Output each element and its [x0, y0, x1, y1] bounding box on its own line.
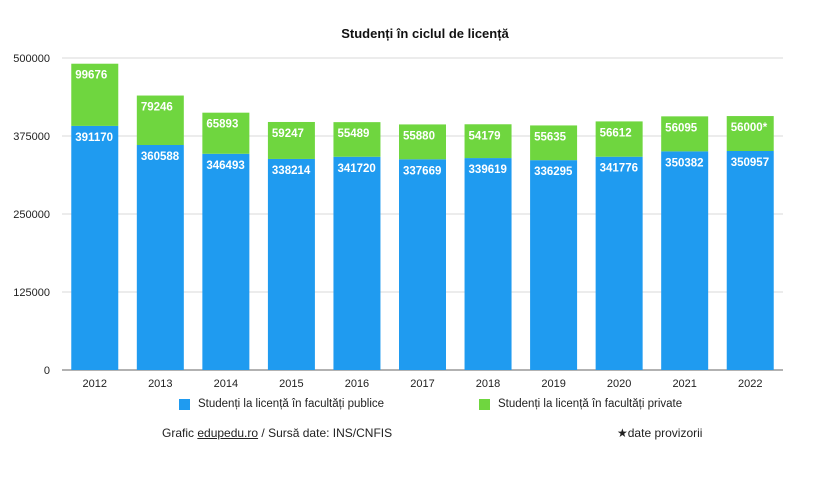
data-label: 337669 — [403, 165, 441, 177]
data-label: 339619 — [469, 164, 507, 176]
bar-segment — [136, 144, 184, 370]
bar-segment — [71, 63, 119, 126]
legend-label-private: Studenți la licență în facultăți private — [498, 398, 683, 410]
data-label: 56000* — [731, 122, 768, 134]
legend-private: Studenți la licență în facultăți private — [479, 398, 682, 410]
data-label: 54179 — [469, 130, 501, 142]
data-label: 56095 — [665, 122, 698, 134]
data-label: 341776 — [600, 163, 638, 175]
bar-segment — [661, 151, 709, 370]
bars: 391170 99676 360588 79246 346493 65893 338214 5… — [71, 63, 774, 371]
legend-label-public: Studenți la licență în facultăți publice — [198, 398, 385, 410]
data-label: 56612 — [600, 127, 632, 139]
data-label: 341720 — [337, 163, 375, 175]
x-tick-label: 2016 — [345, 378, 369, 390]
x-axis: 2012 2013 2014 2015 2016 2017 2018 2019 2020 2021… — [83, 378, 763, 390]
x-tick-label: 2021 — [672, 378, 696, 390]
source-prefix: Grafic — [162, 426, 198, 440]
x-tick-label: 2019 — [541, 378, 565, 390]
data-label: 99676 — [75, 70, 107, 82]
data-label: 338214 — [272, 165, 311, 177]
y-tick-label: 0 — [44, 365, 50, 377]
bar-segment — [661, 116, 709, 152]
bar-segment — [464, 124, 512, 159]
bar-segment — [202, 153, 250, 370]
data-label: 350957 — [731, 157, 769, 169]
bar-segment — [267, 158, 315, 370]
x-tick-label: 2017 — [410, 378, 434, 390]
x-tick-label: 2015 — [279, 378, 303, 390]
data-label: 55880 — [403, 130, 435, 142]
y-tick-label: 375000 — [13, 131, 50, 143]
y-axis: 0 125000 250000 375000 500000 — [13, 53, 50, 377]
legend-public: Studenți la licență în facultăți publice — [179, 398, 384, 410]
y-tick-label: 250000 — [13, 209, 50, 221]
provisional-note: ★date provizorii — [617, 426, 703, 440]
bar-segment — [399, 159, 446, 370]
x-tick-label: 2014 — [214, 378, 238, 390]
data-label: 59247 — [272, 128, 304, 140]
data-label: 391170 — [75, 132, 113, 144]
bar-segment — [530, 125, 578, 161]
x-tick-label: 2012 — [83, 378, 107, 390]
data-label: 65893 — [206, 119, 238, 131]
data-label: 350382 — [665, 157, 703, 169]
source-suffix: / Sursă date: INS/CNFIS — [258, 426, 393, 440]
bar-segment — [399, 124, 446, 160]
source-note: Grafic edupedu.ro / Sursă date: INS/CNFI… — [162, 426, 392, 440]
chart-title: Studenți în ciclul de licență — [341, 26, 509, 41]
data-label: 346493 — [206, 160, 244, 172]
bar-segment — [595, 121, 643, 157]
legend-swatch-public — [179, 398, 190, 410]
bar-segment — [71, 125, 119, 371]
bar-segment — [595, 156, 643, 370]
bar-segment — [136, 95, 184, 145]
data-label: 360588 — [141, 151, 180, 163]
y-tick-label: 500000 — [13, 53, 50, 65]
bar-segment — [333, 156, 381, 370]
data-label: 55635 — [534, 131, 567, 143]
bar-segment — [726, 116, 774, 152]
bar-segment — [333, 122, 381, 157]
x-tick-label: 2020 — [607, 378, 631, 390]
x-tick-label: 2022 — [738, 378, 762, 390]
bar-segment — [202, 112, 250, 154]
bar-segment — [464, 158, 512, 370]
bar-segment — [530, 160, 578, 370]
data-label: 336295 — [534, 166, 573, 178]
y-tick-label: 125000 — [13, 287, 50, 299]
x-tick-label: 2013 — [148, 378, 172, 390]
bar-segment — [267, 121, 315, 159]
x-tick-label: 2018 — [476, 378, 500, 390]
bar-segment — [726, 151, 774, 370]
data-label: 55489 — [337, 128, 369, 140]
legend-swatch-private — [479, 398, 490, 410]
data-label: 79246 — [141, 102, 173, 114]
source-link[interactable]: edupedu.ro — [197, 426, 259, 440]
